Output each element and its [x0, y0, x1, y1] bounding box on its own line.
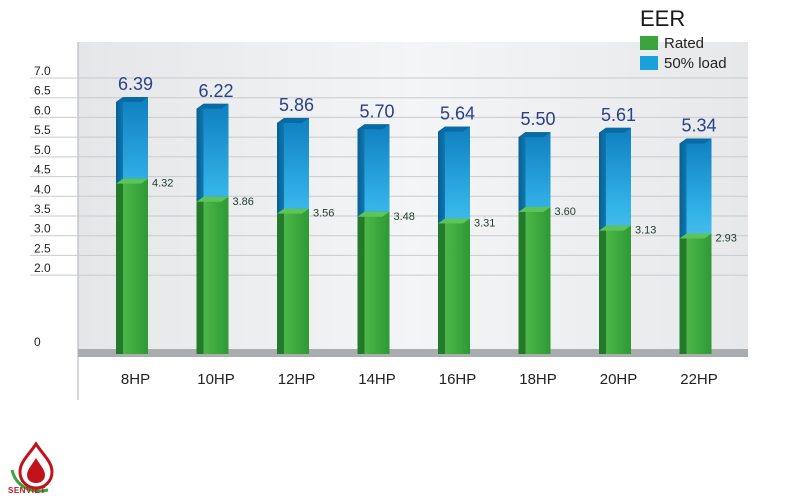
legend-swatch-rated: [640, 36, 658, 50]
bar-rated-top: [518, 207, 551, 213]
value-label-rated: 3.13: [635, 225, 656, 237]
x-tick-label: 14HP: [358, 371, 396, 388]
bar-50-load-top: [357, 124, 390, 130]
bar-rated-side: [438, 218, 445, 354]
bar-rated: [525, 207, 551, 354]
bar-rated: [686, 233, 712, 354]
value-label-50-load: 5.50: [520, 109, 555, 129]
legend-title: EER: [640, 6, 685, 31]
value-label-50-load: 5.70: [359, 101, 394, 121]
legend-label-rated: Rated: [664, 35, 704, 52]
value-label-rated: 3.86: [233, 196, 254, 208]
x-axis-labels: 8HP 10HP 12HP 14HP 16HP 18HP 20HP 22HP: [121, 371, 718, 388]
bar-group: 5.64 3.31: [438, 104, 495, 354]
bar-50-load-top: [277, 117, 309, 123]
value-label-rated: 3.48: [394, 211, 415, 223]
bar-rated-side: [679, 233, 687, 354]
y-tick-label: 3.5: [34, 202, 51, 216]
value-label-50-load: 6.39: [118, 74, 153, 94]
value-label-rated: 2.93: [716, 232, 737, 244]
value-label-50-load: 6.22: [198, 81, 233, 101]
bar-rated-side: [518, 207, 526, 354]
y-tick-label: 4.5: [34, 163, 51, 177]
bar-rated: [606, 225, 631, 354]
bar-group: 5.50 3.60: [518, 109, 576, 354]
plot-area: [78, 42, 748, 354]
y-tick-label: 2.0: [34, 261, 51, 275]
bar-50-load-top: [518, 132, 551, 138]
bar-rated-top: [116, 178, 148, 184]
value-label-50-load: 5.86: [279, 95, 314, 115]
bar-rated-side: [116, 178, 123, 354]
bar-rated-top: [438, 218, 470, 224]
value-label-50-load: 5.64: [440, 104, 475, 124]
bar-group: 5.70 3.48: [357, 101, 415, 354]
bar-50-load-top: [196, 103, 229, 109]
senviet-logo-icon: [10, 441, 54, 493]
bar-50-load-top: [438, 126, 470, 132]
value-label-rated: 3.60: [555, 206, 576, 218]
y-tick-label: 5.5: [34, 123, 51, 137]
bars: 6.39 4.32 6.22 3.86 5.86 3.56 5.70 3.48 5.64 3.31…: [116, 74, 737, 355]
value-label-rated: 3.31: [474, 217, 495, 229]
legend-label-50-load: 50% load: [664, 55, 727, 72]
bar-group: 6.39 4.32: [116, 74, 173, 355]
y-tick-label: 3.0: [34, 222, 51, 236]
bar-rated-side: [196, 196, 204, 354]
x-tick-label: 18HP: [519, 371, 557, 388]
value-label-rated: 4.32: [152, 178, 173, 190]
bar-group: 5.61 3.13: [599, 105, 656, 354]
plot-background: [77, 42, 748, 400]
bar-group: 5.86 3.56: [277, 95, 334, 354]
x-tick-label: 8HP: [121, 371, 150, 388]
bar-50-load-top: [599, 127, 631, 133]
value-label-rated: 3.56: [313, 208, 334, 220]
x-tick-label: 12HP: [278, 371, 316, 388]
bar-group: 6.22 3.86: [196, 81, 254, 354]
bar-group: 5.34 2.93: [679, 115, 737, 354]
brand-name: SENVIET: [8, 486, 46, 495]
legend-swatch-50-load: [640, 56, 658, 70]
bar-50-load-top: [679, 138, 712, 144]
bar-50-load-top: [116, 97, 148, 103]
y-tick-label: 6.5: [34, 84, 51, 98]
bar-rated-side: [277, 208, 284, 354]
bar-rated: [284, 208, 309, 354]
bar-rated: [203, 196, 229, 354]
legend: EER Rated 50% load: [640, 6, 727, 72]
bar-rated: [364, 211, 390, 354]
bar-rated-side: [599, 225, 606, 354]
x-tick-label: 10HP: [197, 371, 235, 388]
bar-rated: [445, 218, 470, 354]
y-tick-label: 2.5: [34, 241, 51, 255]
bar-rated: [123, 178, 148, 354]
bar-rated-side: [357, 211, 365, 354]
value-label-50-load: 5.34: [681, 115, 716, 135]
bar-rated-top: [277, 208, 309, 214]
y-tick-label: 0: [34, 335, 41, 349]
bar-rated-top: [679, 233, 712, 239]
bar-rated-top: [357, 211, 390, 217]
x-tick-label: 20HP: [600, 371, 638, 388]
y-tick-label: 6.0: [34, 103, 51, 117]
y-axis-ticks: 0 2.0 2.5 3.0 3.5 4.0 4.5 5.0 5.5 6.0 6.5 7.0: [34, 64, 51, 349]
floor: [78, 349, 748, 357]
x-tick-label: 16HP: [439, 371, 477, 388]
bar-rated-top: [599, 225, 631, 231]
y-tick-label: 4.0: [34, 182, 51, 196]
y-tick-label: 5.0: [34, 143, 51, 157]
y-tick-label: 7.0: [34, 64, 51, 78]
bar-rated-top: [196, 196, 229, 202]
value-label-50-load: 5.61: [601, 105, 636, 125]
x-tick-label: 22HP: [680, 371, 718, 388]
